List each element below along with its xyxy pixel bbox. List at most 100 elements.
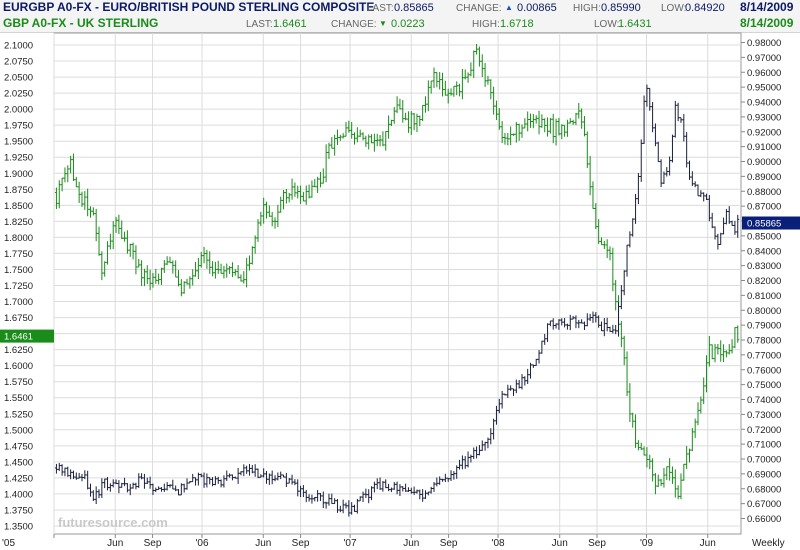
x-tick-label: '06 [196,538,209,549]
right-tick-label: 0.80000 [747,306,781,317]
x-tick-label: Jun [107,538,123,549]
left-tick-label: 1.4000 [4,489,33,500]
left-tick-label: 1.8500 [4,201,33,212]
gbp-last-label: LAST: [246,19,273,30]
right-tick-label: 0.79000 [747,321,781,332]
eurgbp-last-tag-text: 0.85865 [747,219,781,230]
left-tick-label: 1.8250 [4,217,33,228]
left-tick-label: 2.0000 [4,105,33,116]
x-axis: '05 Jun Sep '06 Jun Sep '07 Jun Sep '08 Jun Sep '09 J… [2,534,785,549]
right-tick-label: 0.71000 [747,440,781,451]
left-tick-label: 1.4250 [4,473,33,484]
eurgbp-series [54,84,740,517]
eurgbp-date: 8/14/2009 [740,0,794,14]
gbp-title: GBP A0-FX - UK STERLING [3,16,159,30]
x-tick-label: Jun [700,538,716,549]
left-tick-label: 1.5500 [4,393,33,404]
eurgbp-last-label: LAST: [367,3,394,14]
left-tick-label: 1.9250 [4,153,33,164]
x-tick-label: Sep [440,538,458,549]
right-tick-label: 0.88000 [747,187,781,198]
gbp-change-value: 0.0223 [391,18,425,30]
left-tick-label: 2.0750 [4,57,33,68]
left-tick-label: 1.7750 [4,249,33,260]
x-tick-label: Sep [292,538,310,549]
left-tick-label: 1.7250 [4,281,33,292]
left-tick-label: 2.0250 [4,89,33,100]
left-tick-label: 1.5000 [4,425,33,436]
eurgbp-change-label: CHANGE: [456,3,502,14]
left-tick-label: 1.6250 [4,345,33,356]
gbp-high-label: HIGH: [472,19,500,30]
eurgbp-last-value: 0.85865 [394,2,434,14]
header-row-gbp: GBP A0-FX - UK STERLING LAST: 1.6461 CHA… [0,16,800,33]
right-tick-label: 0.89000 [747,172,781,183]
eurgbp-high-label: HIGH: [573,3,601,14]
left-tick-label: 1.4500 [4,457,33,468]
eurgbp-low-label: LOW: [661,3,687,14]
left-tick-label: 1.6000 [4,361,33,372]
left-tick-label: 2.1000 [4,41,33,52]
left-tick-label: 1.3750 [4,505,33,516]
gbp-last-value: 1.6461 [273,18,307,30]
left-tick-label: 1.9750 [4,121,33,132]
x-tick-label: Jun [552,538,568,549]
right-tick-label: 0.75000 [747,380,781,391]
right-tick-label: 0.74000 [747,395,781,406]
x-tick-label: '09 [640,538,653,549]
x-tick-label: '08 [492,538,505,549]
gbp-last-tag-text: 1.6461 [4,332,33,343]
gbp-low-value: 1.6431 [618,18,652,30]
right-tick-label: 0.98000 [747,38,781,49]
right-tick-label: 0.90000 [747,157,781,168]
right-tick-label: 0.77000 [747,350,781,361]
right-tick-label: 0.95000 [747,83,781,94]
x-tick-label: Jun [403,538,419,549]
right-tick-label: 0.68000 [747,484,781,495]
gbp-date: 8/14/2009 [740,16,794,30]
right-tick-label: 0.93000 [747,112,781,123]
left-tick-label: 1.7000 [4,297,33,308]
change-up-arrow-icon: ▲ [505,3,513,12]
gbp-low-label: LOW: [594,19,620,30]
eurgbp-change-value: 0.00865 [517,2,557,14]
chart-grid [53,32,742,535]
gbp-change-label: CHANGE: [331,19,377,30]
x-tick-label: Sep [144,538,162,549]
right-tick-label: 0.67000 [747,499,781,510]
x-tick-label: '07 [344,538,357,549]
right-tick-label: 0.72000 [747,425,781,436]
right-tick-label: 0.69000 [747,469,781,480]
last-value-tags: 1.6461 0.85865 [0,216,800,343]
frequency-label: Weekly [752,538,785,549]
left-tick-label: 1.9000 [4,169,33,180]
right-tick-label: 0.94000 [747,98,781,109]
right-tick-label: 0.66000 [747,514,781,525]
right-tick-label: 0.96000 [747,68,781,79]
right-tick-label: 0.91000 [747,142,781,153]
left-tick-label: 1.8750 [4,185,33,196]
right-tick-label: 0.70000 [747,455,781,466]
left-tick-label: 2.0500 [4,73,33,84]
left-tick-label: 1.8000 [4,233,33,244]
right-tick-label: 0.92000 [747,127,781,138]
gbp-series [54,43,740,500]
right-tick-label: 0.76000 [747,365,781,376]
eurgbp-last-tag [742,216,800,230]
x-tick-label: '05 [2,538,15,549]
gbp-last-tag [0,329,54,343]
left-tick-label: 1.3500 [4,522,33,533]
right-tick-label: 0.84000 [747,246,781,257]
right-axis: 0.98000 0.97000 0.96000 0.95000 0.94000 0.930… [741,38,781,525]
left-tick-label: 1.9500 [4,137,33,148]
right-tick-label: 0.85000 [747,231,781,242]
left-tick-label: 1.4750 [4,441,33,452]
left-tick-label: 1.6750 [4,313,33,324]
eurgbp-title: EURGBP A0-FX - EURO/BRITISH POUND STERLI… [3,0,375,14]
gbp-high-value: 1.6718 [500,18,534,30]
eurgbp-low-value: 0.84920 [685,2,725,14]
left-tick-label: 1.5750 [4,377,33,388]
x-tick-label: Sep [588,538,606,549]
header-row-eurgbp: EURGBP A0-FX - EURO/BRITISH POUND STERLI… [0,0,800,17]
futuresource-watermark: futuresource.com [58,515,168,530]
